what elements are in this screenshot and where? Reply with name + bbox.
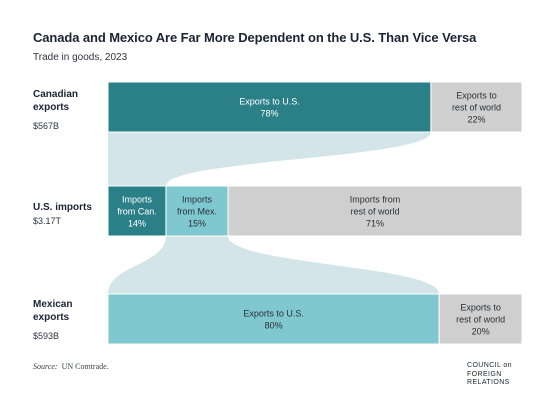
segment-value-r2-s0: 80% [265,321,283,331]
row-label-mexican-exports: Mexican exports [33,299,73,323]
segment-value-r1-s1: 15% [188,219,206,229]
bar-segment-r2-s1 [438,293,523,345]
segment-label-r2-s0: Exports to U.S. [243,309,304,319]
segment-label-r1-s2: Imports from rest of world [350,195,401,217]
row-label-us-imports: U.S. imports [33,202,92,213]
segment-value-r2-s1: 20% [472,327,490,337]
segment-value-r0-s0: 78% [260,109,278,119]
bar-segment-r2-s0 [107,293,440,345]
chart-subtitle: Trade in goods, 2023 [33,52,128,63]
segment-label-r2-s1: Exports to rest of world [456,303,505,325]
row-total-us-imports: $3.17T [33,216,62,226]
source-note: Source: UN Comtrade. [33,362,109,371]
row-total-mexican-exports: $593B [33,331,60,341]
row-label-canadian-exports: Canadian exports [33,89,79,113]
segment-value-r0-s1: 22% [467,115,485,125]
segment-label-r0-s1: Exports to rest of world [452,91,501,113]
source-label: Source: [33,362,58,371]
bar-segment-r0-s1 [430,81,523,133]
bar-segment-r0-s0 [107,81,432,133]
row-total-canadian-exports: $567B [33,121,60,131]
source-text: UN Comtrade. [61,362,109,371]
segment-label-r1-s1: Imports from Mex. [177,195,217,217]
cfr-logo: COUNCIL on FOREIGN RELATIONS [467,362,512,386]
segment-label-r1-s0: Imports from Can. [117,195,157,217]
segment-value-r1-s2: 71% [366,219,384,229]
flow-band-0 [108,132,431,186]
bar-segment-r1-s1 [165,185,229,237]
chart-title: Canada and Mexico Are Far More Dependent… [33,30,477,45]
segment-value-r1-s0: 14% [128,219,146,229]
bar-segment-r1-s2 [227,185,523,237]
flow-band-1 [108,236,440,294]
segment-label-r0-s0: Exports to U.S. [239,97,300,107]
